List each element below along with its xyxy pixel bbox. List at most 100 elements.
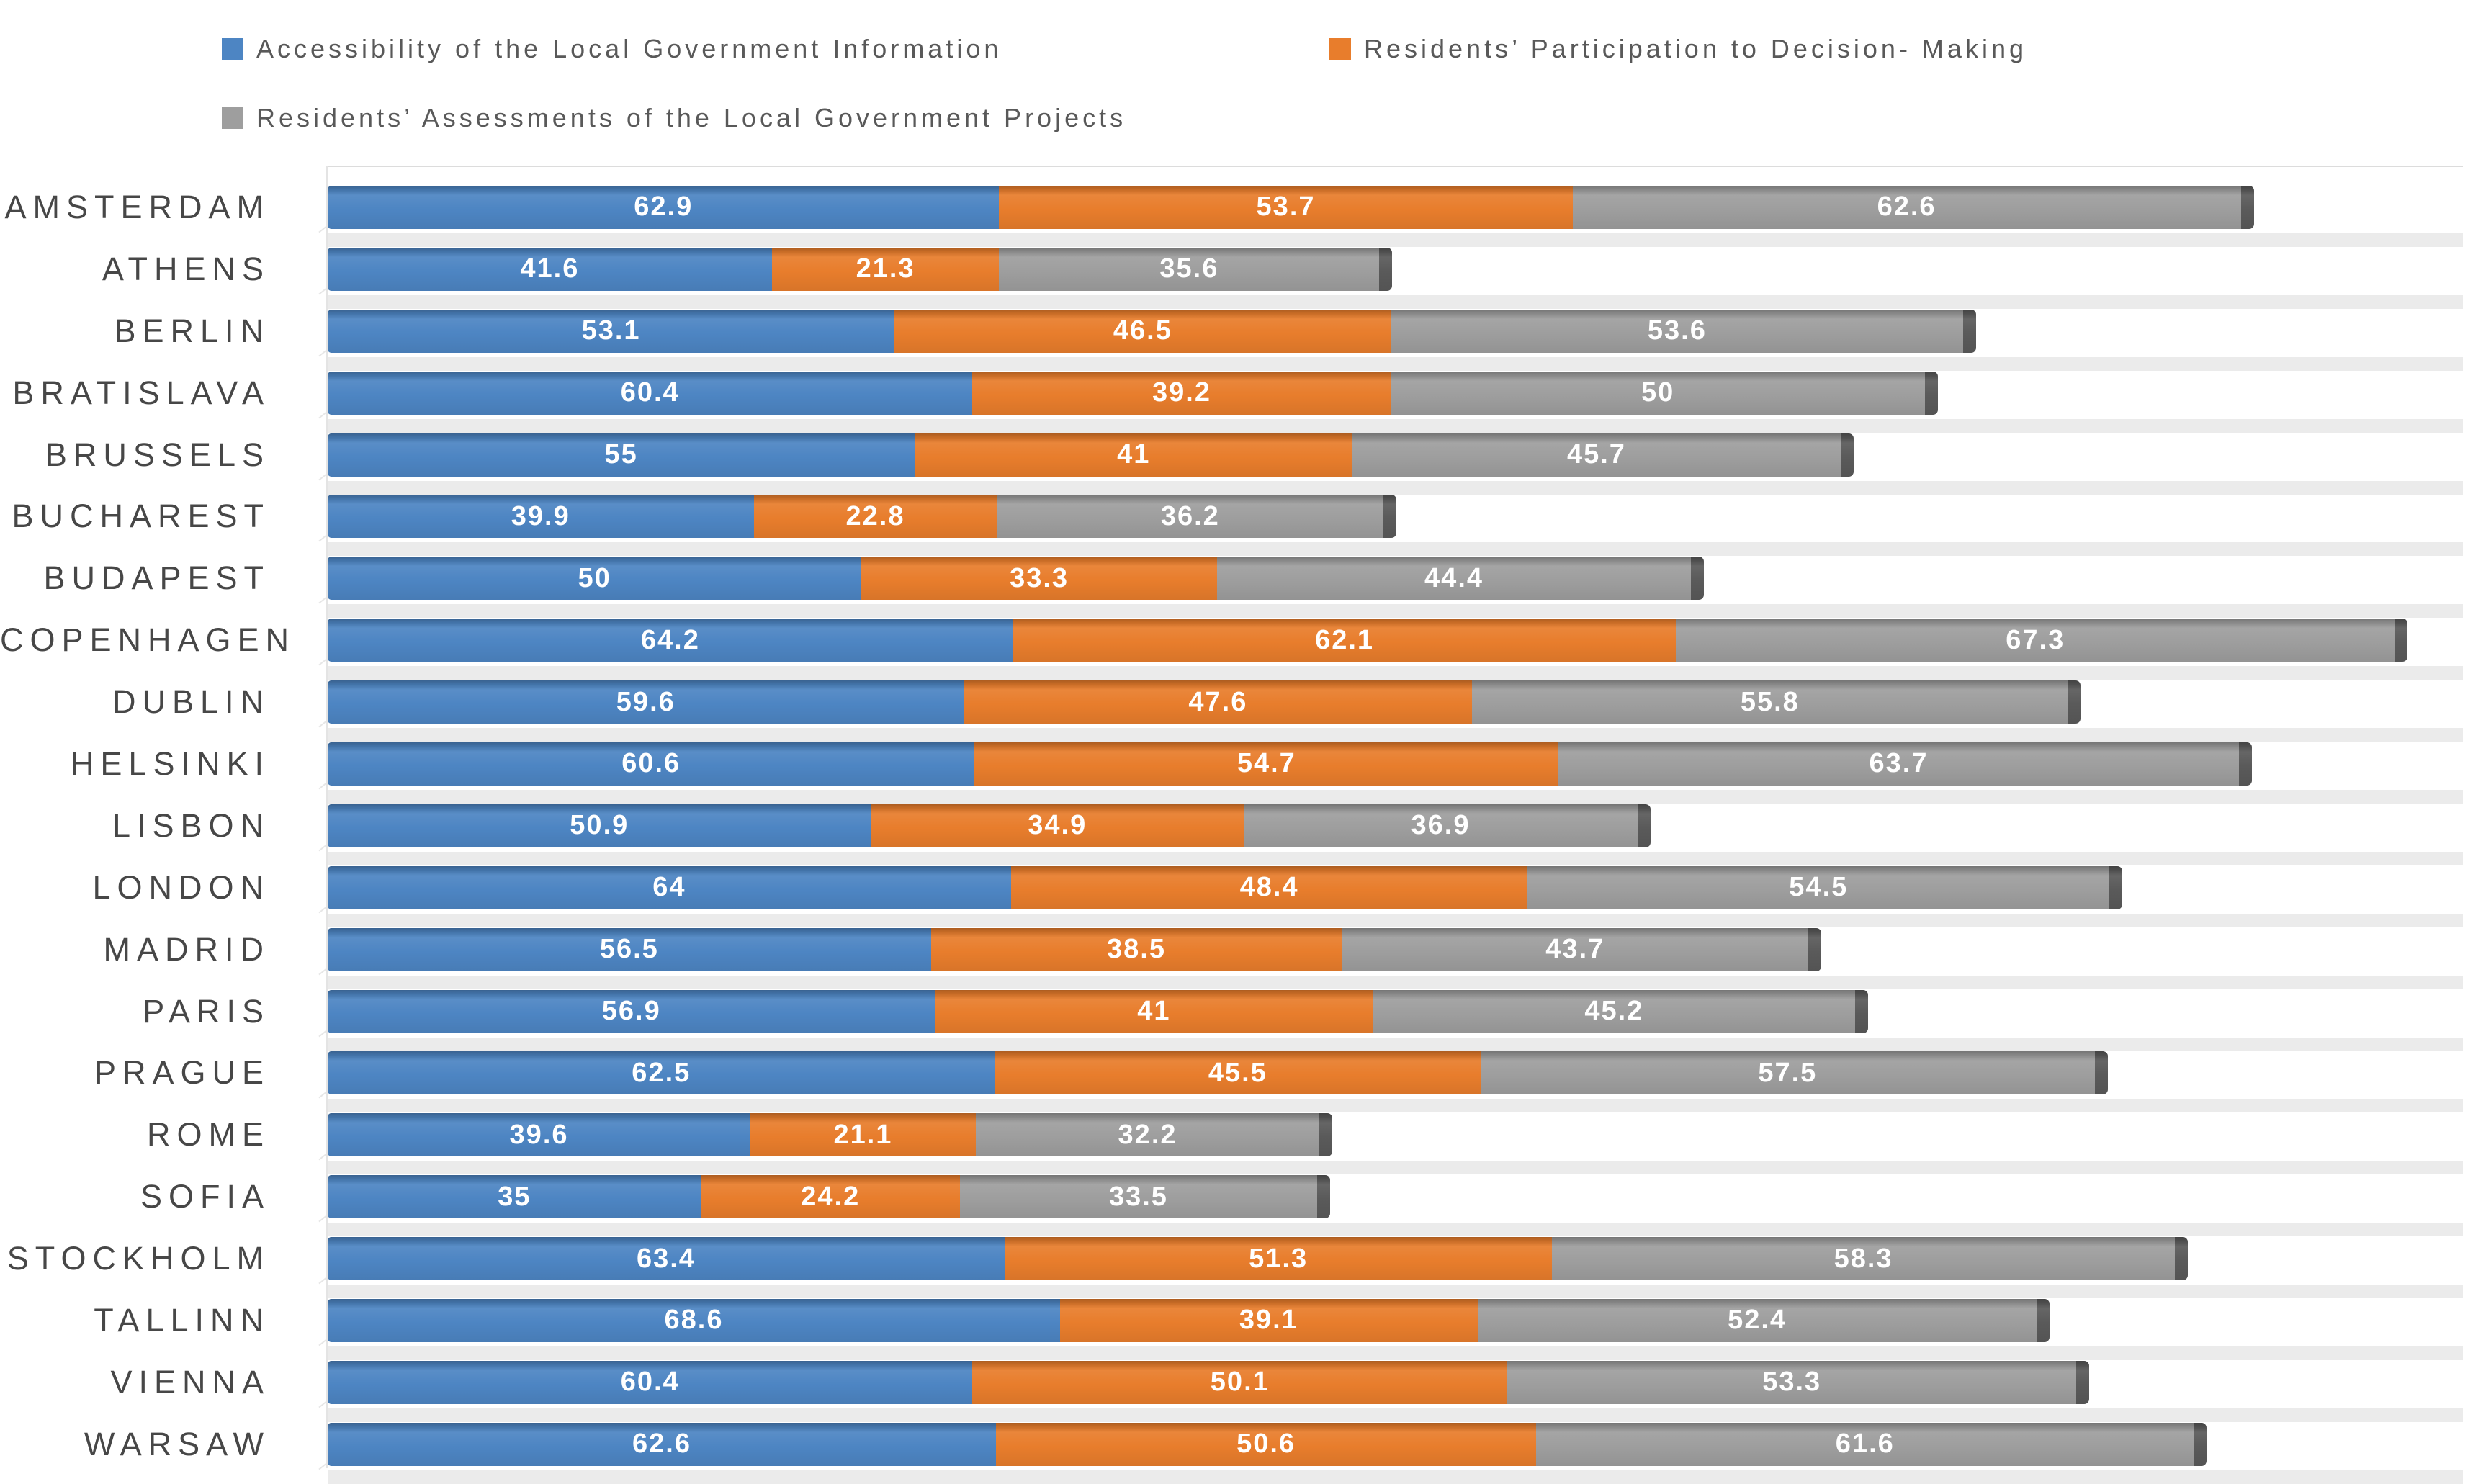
value-label: 56.9: [601, 996, 661, 1027]
category-label: BUCHAREST: [12, 498, 270, 535]
value-label: 62.9: [634, 192, 694, 222]
bar-3d-end-cap-icon: [2109, 865, 2123, 909]
category-label: HELSINKI: [70, 745, 270, 782]
category-label: ATHENS: [102, 250, 270, 287]
bar-segment-assessments: 61.6: [1536, 1422, 2194, 1466]
legend-label: Residents’ Assessments of the Local Gove…: [256, 103, 1127, 132]
bar-track: 68.6 39.1 52.4: [328, 1298, 2463, 1342]
bar-segment-participation: 38.5: [930, 927, 1342, 971]
bar-segment-participation: 21.3: [771, 247, 1000, 291]
bar-track: 56.5 38.5 43.7: [328, 927, 2463, 971]
value-label: 50.9: [570, 810, 629, 841]
bar-segment-participation: 39.2: [972, 371, 1391, 415]
bar-3d-end-cap-icon: [2076, 1360, 2090, 1404]
bar-track: 59.6 47.6 55.8: [328, 680, 2463, 724]
value-label: 48.4: [1239, 872, 1299, 903]
value-label: 39.9: [511, 500, 570, 531]
bar-floor-shadow: [328, 233, 2463, 247]
bar-track: 62.6 50.6 61.6: [328, 1422, 2463, 1466]
value-label: 35.6: [1159, 253, 1219, 284]
bar-segment-participation: 33.3: [861, 557, 1217, 601]
chart-row: HELSINKI 60.6 54.7 63.7: [0, 733, 2473, 804]
bar-floor-shadow: [328, 604, 2463, 619]
value-label: 63.4: [636, 1243, 696, 1274]
bar-segment-accessibility: 56.5: [328, 927, 931, 971]
bar-segment-assessments: 44.4: [1216, 557, 1692, 601]
value-label: 58.3: [1834, 1243, 1893, 1274]
bar-segment-accessibility: 60.4: [328, 1360, 973, 1404]
bar-segment-participation: 47.6: [964, 680, 1473, 724]
bar-floor-shadow: [328, 975, 2463, 989]
category-label: LISBON: [112, 806, 270, 844]
value-label: 55: [604, 439, 638, 469]
legend-item-assessments: Residents’ Assessments of the Local Gove…: [222, 99, 1126, 137]
bar-3d-end-cap-icon: [1691, 557, 1705, 601]
category-label: LONDON: [92, 868, 270, 906]
bar-segment-assessments: 58.3: [1552, 1237, 2176, 1281]
bar-track: 60.4 50.1 53.3: [328, 1360, 2463, 1404]
bar-segment-accessibility: 50: [328, 557, 862, 601]
value-label: 24.2: [801, 1181, 861, 1212]
bar-track: 60.4 39.2 50: [328, 371, 2463, 415]
value-label: 45.2: [1584, 996, 1644, 1027]
value-label: 64.2: [640, 624, 700, 655]
category-label: BRUSSELS: [45, 436, 270, 473]
category-label: SOFIA: [140, 1178, 270, 1215]
bar-segment-accessibility: 63.4: [328, 1237, 1005, 1281]
bar-segment-accessibility: 55: [328, 433, 915, 477]
bar-floor-shadow: [328, 1408, 2463, 1422]
chart-row: DUBLIN 59.6 47.6 55.8: [0, 671, 2473, 742]
bar-floor-shadow: [328, 1470, 2463, 1484]
value-label: 53.7: [1256, 192, 1316, 222]
bar-track: 41.6 21.3 35.6: [328, 247, 2463, 291]
value-label: 22.8: [845, 500, 905, 531]
value-label: 45.5: [1208, 1057, 1267, 1088]
chart-row: VIENNA 60.4 50.1 53.3: [0, 1352, 2473, 1422]
value-label: 50.1: [1210, 1367, 1270, 1398]
bar-track: 64 48.4 54.5: [328, 865, 2463, 909]
bar-track: 60.6 54.7 63.7: [328, 742, 2463, 786]
bar-segment-assessments: 50: [1391, 371, 1926, 415]
bar-floor-shadow: [328, 1285, 2463, 1299]
chart-row: STOCKHOLM 63.4 51.3 58.3: [0, 1228, 2473, 1299]
bar-3d-end-cap-icon: [2240, 185, 2254, 229]
value-label: 47.6: [1188, 686, 1248, 717]
bar-segment-assessments: 53.3: [1507, 1360, 2077, 1404]
value-label: 53.3: [1762, 1367, 1822, 1398]
category-label: BRATISLAVA: [12, 374, 270, 411]
value-label: 60.6: [621, 748, 681, 779]
chart-row: BUCHAREST 39.9 22.8 36.2: [0, 485, 2473, 557]
bar-track: 50 33.3 44.4: [328, 557, 2463, 601]
bar-track: 64.2 62.1 67.3: [328, 619, 2463, 662]
category-label: TALLINN: [94, 1301, 270, 1339]
bar-segment-accessibility: 68.6: [328, 1298, 1060, 1342]
value-label: 32.2: [1118, 1119, 1177, 1150]
category-label: PARIS: [143, 992, 270, 1030]
category-label: BUDAPEST: [43, 559, 270, 597]
bar-segment-assessments: 43.7: [1342, 927, 1809, 971]
value-label: 55.8: [1740, 686, 1800, 717]
bar-segment-participation: 51.3: [1004, 1237, 1553, 1281]
value-label: 43.7: [1545, 934, 1605, 965]
value-label: 45.7: [1566, 439, 1626, 469]
bar-segment-assessments: 36.9: [1243, 804, 1638, 847]
bar-segment-participation: 24.2: [701, 1175, 960, 1219]
bar-track: 55 41 45.7: [328, 433, 2463, 477]
bar-segment-accessibility: 50.9: [328, 804, 871, 847]
bar-segment-assessments: 52.4: [1477, 1298, 2037, 1342]
bar-floor-shadow: [328, 418, 2463, 433]
bar-floor-shadow: [328, 1099, 2463, 1113]
bar-3d-end-cap-icon: [2174, 1237, 2188, 1281]
bar-3d-end-cap-icon: [2395, 619, 2408, 662]
chart-row: AMSTERDAM 62.9 53.7 62.6: [0, 176, 2473, 247]
bar-segment-participation: 39.1: [1059, 1298, 1478, 1342]
bar-segment-accessibility: 39.9: [328, 495, 754, 539]
bar-3d-end-cap-icon: [2238, 742, 2252, 786]
bar-segment-participation: 62.1: [1013, 619, 1677, 662]
bar-segment-participation: 45.5: [995, 1051, 1481, 1095]
bar-segment-accessibility: 59.6: [328, 680, 964, 724]
value-label: 54.5: [1789, 872, 1849, 903]
bar-floor-shadow: [328, 542, 2463, 557]
value-label: 51.3: [1249, 1243, 1309, 1274]
